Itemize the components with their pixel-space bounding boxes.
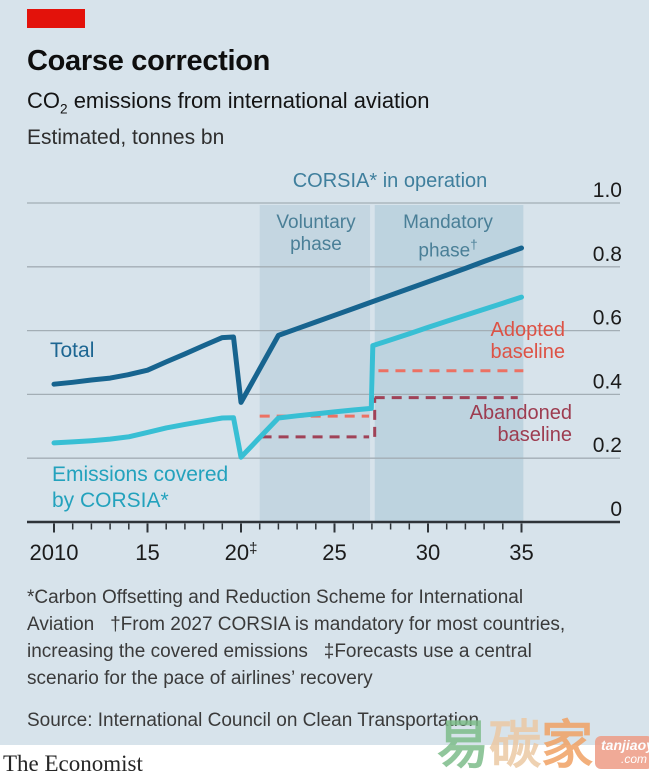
dagger-mark: † — [470, 237, 478, 252]
watermark-char: 家 — [540, 716, 593, 776]
adopted-line1: Adopted — [490, 319, 565, 341]
subtitle-subscript: 2 — [60, 101, 68, 117]
x-tick-label: 15 — [135, 540, 159, 565]
footnotes: *Carbon Offsetting and Reduction Scheme … — [27, 584, 627, 692]
covered-line — [51, 294, 524, 460]
economist-red-tab — [27, 9, 85, 28]
abandoned-line1: Abandoned — [469, 402, 572, 424]
x-tick-label: 20‡ — [225, 540, 258, 565]
mandatory-phase-label: Mandatory phase† — [378, 212, 518, 262]
footnote-line: *Carbon Offsetting and Reduction Scheme … — [27, 587, 524, 608]
x-tick-label: 2010 — [30, 540, 79, 565]
total-series-label: Total — [50, 339, 95, 362]
voluntary-line1: Voluntary — [276, 212, 356, 233]
subtitle-prefix: CO — [27, 88, 60, 113]
mandatory-line2: phase — [418, 240, 471, 262]
mandatory-line1: Mandatory — [403, 212, 493, 233]
economist-brand: The Economist — [3, 751, 143, 776]
covered-line1: Emissions covered — [52, 463, 229, 486]
voluntary-line2: phase — [290, 234, 342, 255]
y-tick-label: 0.6 — [593, 307, 622, 330]
watermark-domain-badge: tanjiaoyi .com — [595, 736, 649, 769]
footnote-line: scenario for the pace of airlines’ recov… — [27, 668, 373, 689]
footnote-line: Aviation †From 2027 CORSIA is mandatory … — [27, 614, 566, 635]
corsia-in-operation-label: CORSIA* in operation — [292, 170, 488, 192]
watermark-domain: tanjiaoyi — [601, 737, 649, 753]
adopted-line2: baseline — [490, 341, 565, 363]
x-tick-label: 25 — [322, 540, 346, 565]
x-tick-label: 30 — [416, 540, 440, 565]
covered-series-label: Emissions covered by CORSIA* — [52, 462, 228, 514]
watermark-tld: .com — [620, 752, 647, 766]
y-tick-label: 1.0 — [593, 179, 622, 202]
watermark: 易 碳 家 tanjiaoyi .com — [437, 719, 649, 773]
footnote-line: increasing the covered emissions ‡Foreca… — [27, 641, 532, 662]
subtitle-rest: emissions from international aviation — [67, 88, 430, 113]
total-line — [51, 245, 524, 405]
y-tick-label: 0 — [610, 498, 622, 521]
covered-line2: by CORSIA* — [52, 489, 169, 512]
unit-note: Estimated, tonnes bn — [27, 126, 225, 149]
y-tick-label: 0.8 — [593, 243, 622, 266]
y-tick-label: 0.4 — [593, 370, 623, 393]
abandoned-line2: baseline — [497, 424, 572, 446]
abandoned-baseline-label: Abandoned baseline — [420, 402, 572, 446]
x-tick-label: 35 — [509, 540, 533, 565]
source-line: Source: International Council on Clean T… — [27, 710, 480, 731]
watermark-char: 碳 — [488, 716, 541, 776]
watermark-char: 易 — [436, 716, 489, 776]
voluntary-phase-label: Voluntary phase — [260, 212, 372, 256]
y-tick-label: 0.2 — [593, 434, 622, 457]
voluntary-phase-band — [259, 205, 371, 522]
chart-subtitle: CO2 emissions from international aviatio… — [27, 88, 430, 116]
adopted-baseline-label: Adopted baseline — [420, 319, 565, 363]
page-title: Coarse correction — [27, 45, 271, 77]
